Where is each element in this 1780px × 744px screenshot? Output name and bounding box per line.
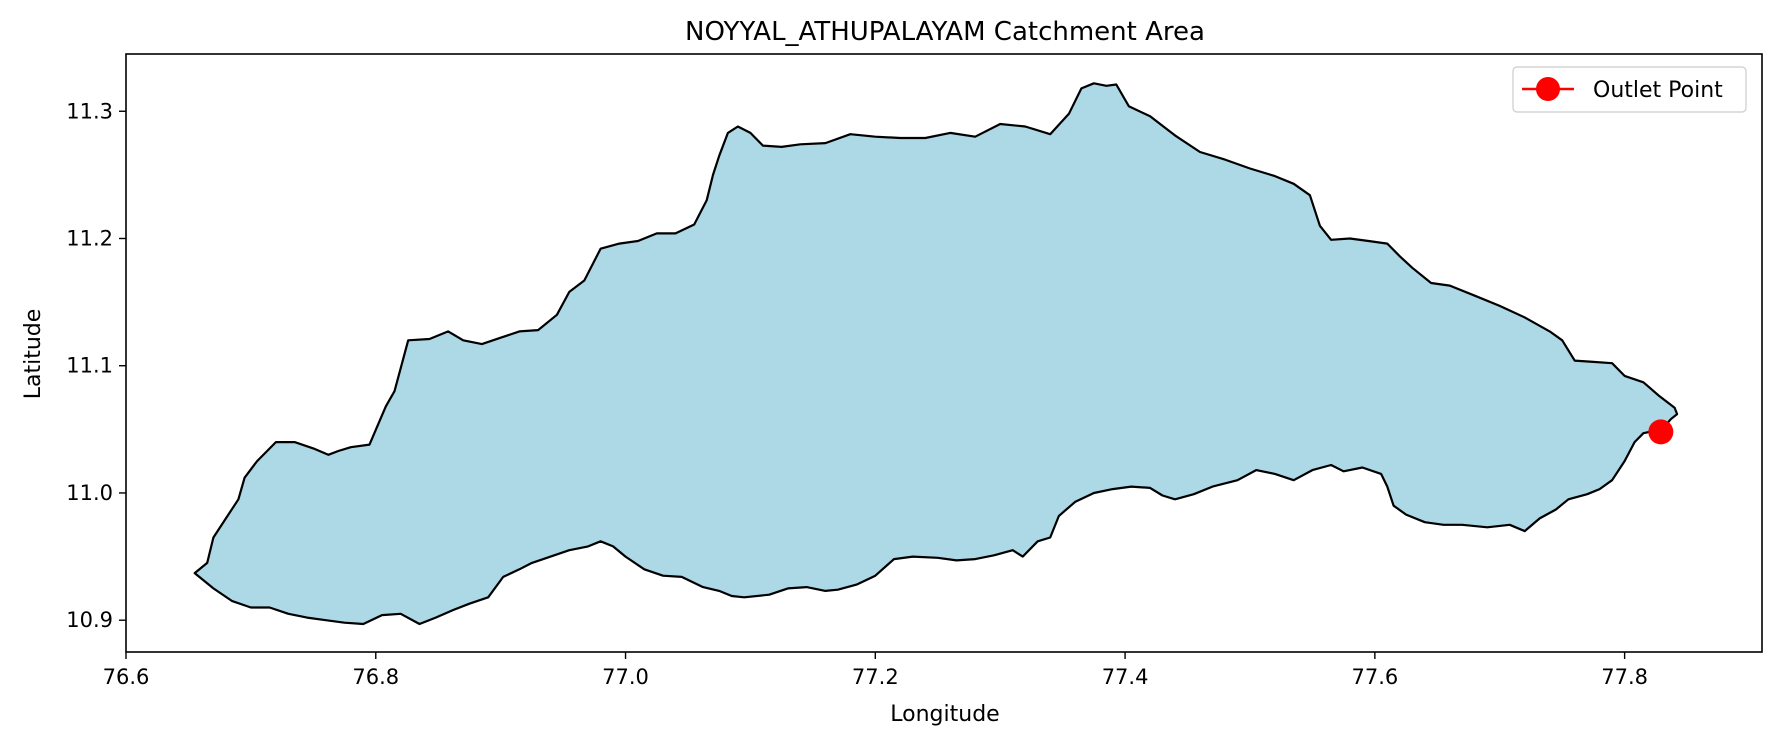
legend-label-outlet-point: Outlet Point bbox=[1593, 78, 1723, 103]
axis-ticks: 76.6 76.8 77.0 77.2 77.4 77.6 77.8 10.9 11.0 11.1… bbox=[66, 99, 1648, 689]
outlet-point-marker bbox=[1648, 419, 1674, 445]
y-axis-label: Latitude bbox=[21, 309, 46, 400]
chart-title: NOYYAL_ATHUPALAYAM Catchment Area bbox=[685, 17, 1205, 47]
y-tick-label: 11.0 bbox=[66, 481, 113, 505]
x-tick-label: 77.6 bbox=[1351, 665, 1398, 689]
x-tick-label: 77.4 bbox=[1102, 665, 1149, 689]
y-tick-label: 11.1 bbox=[66, 354, 113, 378]
y-tick-label: 10.9 bbox=[66, 608, 113, 632]
legend: Outlet Point bbox=[1512, 66, 1747, 113]
x-tick-label: 77.2 bbox=[852, 665, 899, 689]
x-tick-label: 76.8 bbox=[352, 665, 399, 689]
x-tick-label: 76.6 bbox=[103, 665, 150, 689]
plot-frame bbox=[125, 53, 1763, 653]
legend-outlet-marker bbox=[1536, 77, 1560, 101]
x-tick-label: 77.8 bbox=[1601, 665, 1648, 689]
plot-area bbox=[125, 53, 1763, 653]
legend-box bbox=[1512, 66, 1747, 113]
x-tick-label: 77.0 bbox=[602, 665, 649, 689]
catchment-polygon bbox=[193, 82, 1679, 626]
x-axis-label: Longitude bbox=[890, 702, 999, 727]
y-tick-label: 11.3 bbox=[66, 99, 113, 123]
y-tick-label: 11.2 bbox=[66, 226, 113, 250]
